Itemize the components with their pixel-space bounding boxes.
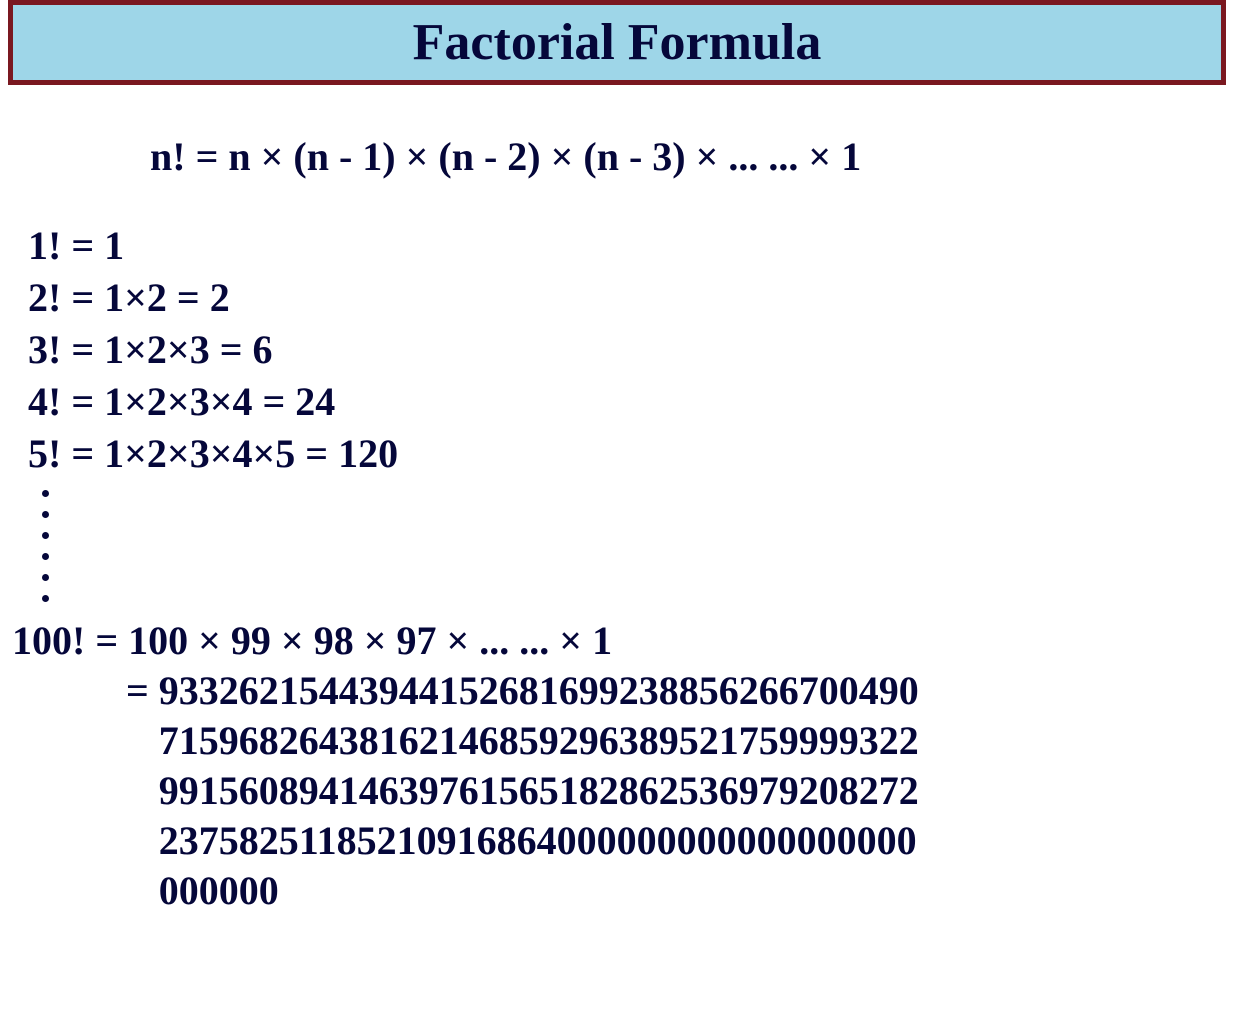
- hundred-factorial-block: 100! = 100 × 99 × 98 × 97 × ... ... × 1 …: [12, 616, 1234, 916]
- example-line: 5! = 1×2×3×4×5 = 120: [28, 428, 1234, 480]
- hundred-expansion: 100! = 100 × 99 × 98 × 97 × ... ... × 1: [12, 616, 1234, 666]
- value-line: 99156089414639761565182862536979208272: [159, 766, 919, 816]
- value-line: 93326215443944152681699238856266700490: [159, 666, 919, 716]
- examples-block: 1! = 1 2! = 1×2 = 2 3! = 1×2×3 = 6 4! = …: [28, 220, 1234, 480]
- value-line: 000000: [159, 866, 919, 916]
- page-title: Factorial Formula: [13, 13, 1221, 72]
- vertical-ellipsis: [42, 490, 1234, 602]
- dot-icon: [42, 511, 49, 518]
- dot-icon: [42, 532, 49, 539]
- hundred-value: = 93326215443944152681699238856266700490…: [12, 666, 1234, 916]
- big-number: 93326215443944152681699238856266700490 7…: [159, 666, 919, 916]
- equals-sign: =: [126, 666, 159, 716]
- example-line: 2! = 1×2 = 2: [28, 272, 1234, 324]
- example-line: 3! = 1×2×3 = 6: [28, 324, 1234, 376]
- title-box: Factorial Formula: [8, 0, 1226, 85]
- value-line: 71596826438162146859296389521759999322: [159, 716, 919, 766]
- example-line: 1! = 1: [28, 220, 1234, 272]
- dot-icon: [42, 490, 49, 497]
- example-line: 4! = 1×2×3×4 = 24: [28, 376, 1234, 428]
- value-line: 23758251185210916864000000000000000000: [159, 816, 919, 866]
- dot-icon: [42, 574, 49, 581]
- dot-icon: [42, 553, 49, 560]
- factorial-formula: n! = n × (n - 1) × (n - 2) × (n - 3) × .…: [150, 133, 1234, 180]
- dot-icon: [42, 595, 49, 602]
